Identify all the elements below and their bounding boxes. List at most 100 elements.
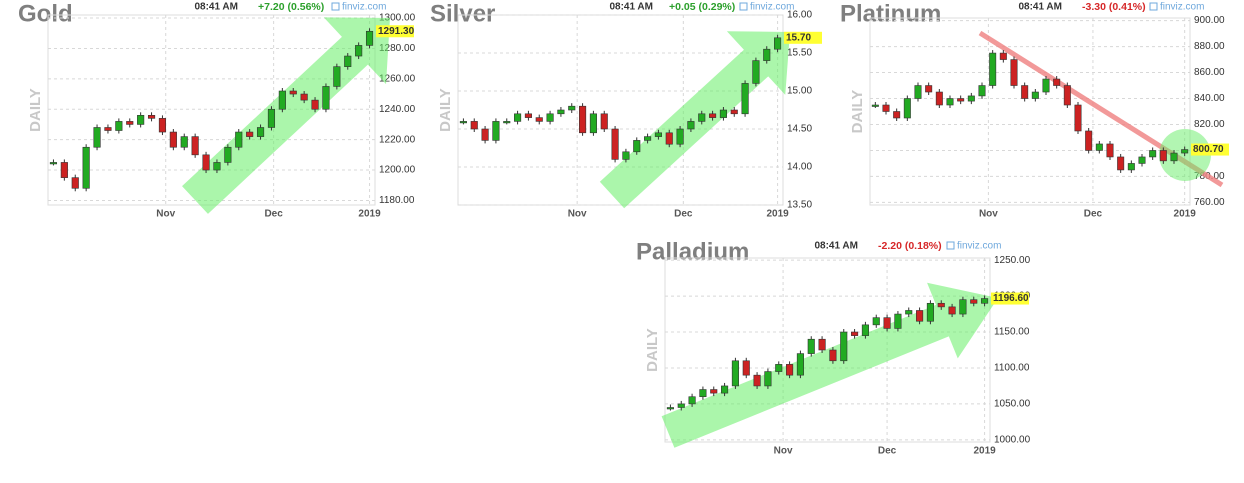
candle-body xyxy=(126,121,134,125)
x-tick-label: 2019 xyxy=(358,209,381,220)
candle-body xyxy=(481,128,489,141)
candle-body xyxy=(829,349,837,362)
candle-body xyxy=(970,299,978,304)
candle-body xyxy=(300,93,308,101)
chart-panel: Platinum 08:41 AM -3.30 (0.41%) finviz.com D… xyxy=(840,0,1229,220)
candle-body xyxy=(213,162,221,171)
candle-body xyxy=(546,113,554,122)
candle-body xyxy=(524,113,532,118)
candle-body xyxy=(818,338,826,351)
x-tick-label: Dec xyxy=(674,209,693,220)
y-tick-label: 900.00 xyxy=(1194,15,1225,26)
source-icon xyxy=(1149,2,1158,11)
candle-body xyxy=(861,324,869,336)
candle-body xyxy=(677,403,685,408)
candle-body xyxy=(916,310,924,322)
candle-body xyxy=(322,86,330,110)
candle-body xyxy=(278,90,286,110)
candle-body xyxy=(946,98,954,106)
candle-body xyxy=(224,146,232,163)
candle-body xyxy=(622,151,630,160)
candle-body xyxy=(710,389,718,394)
last-price-label: 1196.60 xyxy=(993,293,1029,304)
trend-arrow xyxy=(661,282,998,448)
candle-body xyxy=(355,45,363,57)
candle-body xyxy=(926,302,934,322)
x-tick-label: Nov xyxy=(568,209,587,220)
price-change: +7.20 (0.56%) xyxy=(258,1,324,13)
candle-body xyxy=(882,104,890,112)
y-tick-label: 1220.00 xyxy=(379,134,416,145)
candle-body xyxy=(1095,143,1103,151)
candle-body xyxy=(687,121,695,130)
candle-body xyxy=(169,131,177,148)
candle-body xyxy=(93,127,101,148)
chart-panel: Gold 08:41 AM +7.20 (0.56%) finviz.com DAILY… xyxy=(18,0,416,219)
candle-body xyxy=(535,117,543,122)
y-tick-label: 860.00 xyxy=(1194,67,1225,78)
x-tick-label: Nov xyxy=(156,209,175,220)
candle-body xyxy=(1159,150,1167,162)
candle-body xyxy=(1170,152,1178,162)
y-axis-label: DAILY xyxy=(644,328,661,372)
chart-title: Platinum xyxy=(840,0,941,27)
x-tick-label: 2019 xyxy=(766,209,789,220)
candle-body xyxy=(763,48,771,61)
x-tick-label: 2019 xyxy=(1174,209,1197,220)
candle-body xyxy=(753,374,761,387)
candle-body xyxy=(666,407,674,410)
source-icon xyxy=(946,241,955,250)
candle-body xyxy=(774,37,782,50)
y-tick-label: 840.00 xyxy=(1194,93,1225,104)
candle-body xyxy=(158,118,167,133)
candle-body xyxy=(752,60,760,84)
y-tick-label: 14.00 xyxy=(787,162,812,173)
candle-body xyxy=(202,154,210,171)
y-tick-label: 1150.00 xyxy=(994,327,1030,338)
candle-body xyxy=(1063,85,1071,106)
candle-body xyxy=(883,317,891,329)
x-tick-label: Nov xyxy=(979,209,998,220)
candle-body xyxy=(104,127,112,131)
candle-body xyxy=(60,162,68,178)
candle-body xyxy=(719,109,727,118)
y-axis-label: DAILY xyxy=(849,90,866,134)
candle-body xyxy=(633,140,641,153)
y-tick-label: 15.00 xyxy=(787,86,812,97)
candle-body xyxy=(957,98,965,102)
y-axis-label: DAILY xyxy=(437,88,454,132)
candle-body xyxy=(289,90,297,95)
candle-body xyxy=(470,121,478,130)
candle-body xyxy=(731,360,739,387)
candle-body xyxy=(914,85,922,99)
candle-body xyxy=(807,338,815,354)
candle-body xyxy=(741,83,749,115)
candle-body xyxy=(1042,78,1050,93)
candle-body xyxy=(959,299,967,315)
candle-body xyxy=(937,302,945,308)
y-tick-label: 1000.00 xyxy=(994,434,1031,445)
candle-body xyxy=(1149,150,1157,158)
candle-body xyxy=(935,91,943,106)
candle-body xyxy=(459,121,467,124)
x-tick-label: Nov xyxy=(774,446,793,457)
x-tick-label: 2019 xyxy=(973,446,996,457)
candle-body xyxy=(333,66,341,87)
price-change: -2.20 (0.18%) xyxy=(878,240,942,252)
x-tick-label: Dec xyxy=(878,446,897,457)
trend-arrow xyxy=(599,31,790,209)
candle-body xyxy=(871,104,879,107)
candle-body xyxy=(742,360,750,376)
price-change: -3.30 (0.41%) xyxy=(1082,1,1146,13)
chart-title: Palladium xyxy=(636,238,749,265)
candle-body xyxy=(840,331,848,362)
candle-body xyxy=(1010,59,1018,86)
x-tick-label: Dec xyxy=(264,209,283,220)
candle-body xyxy=(925,85,933,93)
candle-body xyxy=(989,52,997,86)
y-tick-label: 16.00 xyxy=(787,10,812,21)
y-tick-label: 760.00 xyxy=(1194,197,1225,208)
candle-body xyxy=(999,52,1007,60)
candle-body xyxy=(786,364,794,376)
